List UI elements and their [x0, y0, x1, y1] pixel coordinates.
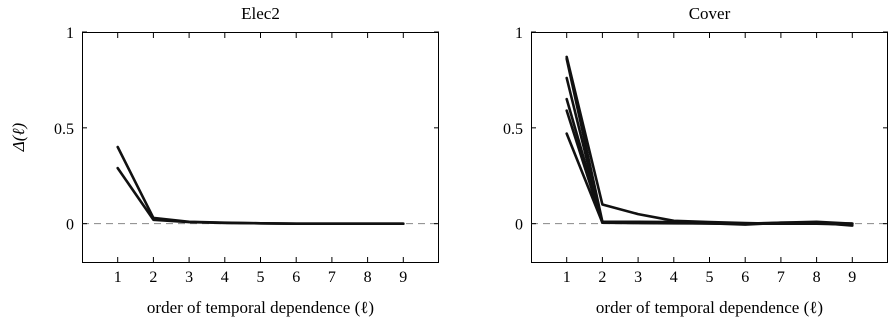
series-line-6 — [565, 132, 854, 225]
series-line-4 — [565, 97, 854, 225]
x-tick-label: 5 — [257, 269, 265, 286]
series-line-3 — [565, 76, 854, 227]
x-tick-label: 9 — [848, 269, 856, 286]
series-line-1 — [116, 145, 405, 225]
y-tick-label: 0.5 — [503, 121, 523, 138]
y-tick-label: 1 — [66, 25, 74, 42]
x-tick-label: 6 — [292, 269, 300, 286]
x-tick-label: 8 — [364, 269, 372, 286]
x-tick-label: 9 — [399, 269, 407, 286]
series-line-2 — [565, 57, 854, 225]
series-line-2 — [116, 166, 405, 225]
chart-panel-elec2: Elec2 1 2 3 4 5 6 7 8 9 0 0.5 1 order of temporal d… — [9, 4, 439, 317]
y-axis-label: Δ(ℓ) — [9, 122, 28, 152]
plot-area: 1 2 3 4 5 6 7 8 9 0 0.5 1 — [54, 25, 439, 286]
x-tick-label: 4 — [670, 269, 678, 286]
x-tick-label: 1 — [563, 269, 571, 286]
y-tick-label: 0.5 — [54, 121, 74, 138]
x-tick-label: 8 — [813, 269, 821, 286]
x-tick-label: 3 — [634, 269, 642, 286]
chart-title: Elec2 — [241, 4, 280, 23]
plot-area: 1 2 3 4 5 6 7 8 9 0 0.5 1 — [503, 25, 888, 286]
x-tick-label: 2 — [598, 269, 606, 286]
x-axis-label: order of temporal dependence (ℓ) — [147, 298, 374, 317]
plot-frame — [531, 32, 888, 263]
chart-title: Cover — [689, 4, 731, 23]
x-axis-label: order of temporal dependence (ℓ) — [596, 298, 823, 317]
x-tick-label: 4 — [221, 269, 229, 286]
x-tick-label: 2 — [149, 269, 157, 286]
x-tick-label: 5 — [706, 269, 714, 286]
series-line-1 — [565, 55, 854, 226]
x-tick-label: 6 — [741, 269, 749, 286]
y-tick-label: 1 — [515, 25, 523, 42]
x-tick-label: 7 — [328, 269, 336, 286]
x-tick-label: 3 — [185, 269, 193, 286]
chart-panel-cover: Cover 1 2 3 4 5 6 7 8 9 0 0.5 1 order of temporal d… — [503, 4, 888, 317]
x-tick-label: 1 — [114, 269, 122, 286]
x-tick-label: 7 — [777, 269, 785, 286]
y-tick-label: 0 — [515, 217, 523, 234]
plot-frame — [82, 32, 439, 263]
y-tick-label: 0 — [66, 217, 74, 234]
